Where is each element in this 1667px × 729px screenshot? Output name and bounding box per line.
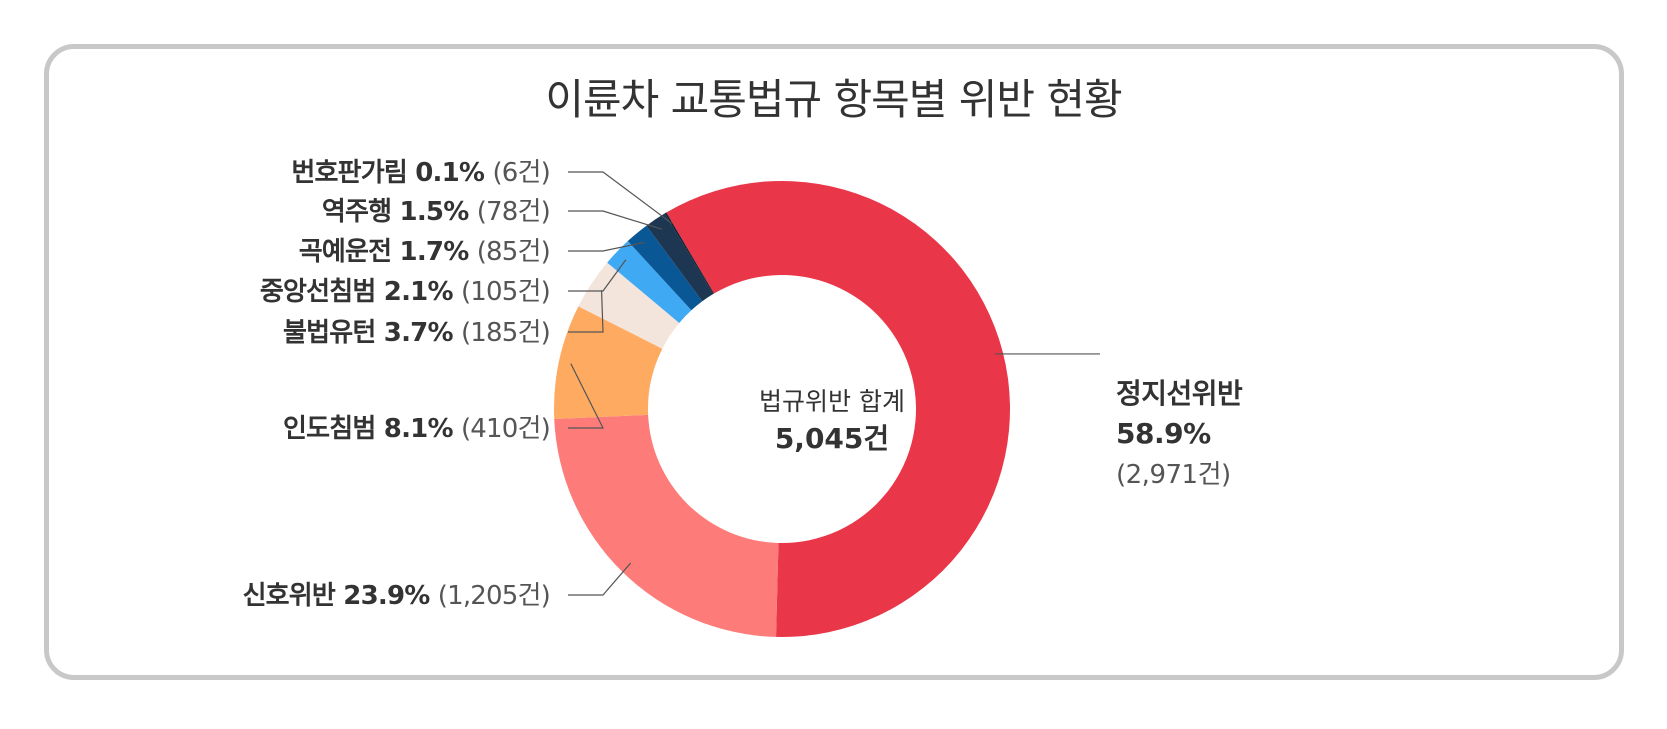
slice-4-name-text: 불법유턴 <box>283 318 384 348</box>
slice-8-leader <box>568 171 673 224</box>
slice-4-leader <box>568 290 604 333</box>
slice-1-label: 정지선위반 58.9% (2,971건) <box>1116 377 1244 490</box>
center-label: 법규위반 합계 <box>759 387 905 416</box>
slice-2-label: 신호위반 23.9% (1,205건) <box>243 581 550 611</box>
slice-3-pct-text: 8.1% <box>384 414 461 444</box>
slice-6-wedge <box>627 225 703 311</box>
slice-2-leader <box>568 562 632 596</box>
slice-1-pct-text: 58.9% <box>1116 417 1211 450</box>
slice-4-count-text: (185건) <box>461 318 550 348</box>
slice-8-count-text: (6건) <box>492 158 550 188</box>
slice-3-leader <box>568 363 604 429</box>
slice-8-label: 번호판가림 0.1% (6건) <box>291 158 550 188</box>
slice-8-wedge <box>664 212 714 295</box>
slice-3-count-text: (410건) <box>461 414 550 444</box>
slice-6-pct-text: 1.7% <box>400 237 477 267</box>
slice-5-leader <box>568 259 627 292</box>
slice-2-pct-text: 23.9% <box>343 581 437 611</box>
slice-6-count-text: (85건) <box>477 237 550 267</box>
slice-5-wedge <box>607 241 692 323</box>
slice-7-leader <box>568 210 663 230</box>
slice-5-label: 중앙선침범 2.1% (105건) <box>260 277 550 307</box>
slice-2-wedge <box>554 414 779 637</box>
slice-2-count-text: (1,205건) <box>438 581 550 611</box>
labels-layer: 정지선위반 58.9% (2,971건) 번호판가림 0.1% (6건) 역주행 1.5… <box>243 158 1244 611</box>
slice-3-wedge <box>554 306 663 419</box>
slice-3-name-text: 인도침범 <box>283 414 384 444</box>
slice-2-name-text: 신호위반 <box>243 581 344 611</box>
slice-7-name-text: 역주행 <box>322 197 400 227</box>
slice-1-count-text: (2,971건) <box>1116 460 1231 490</box>
slice-6-name-text: 곡예운전 <box>299 237 400 267</box>
slice-5-count-text: (105건) <box>461 277 550 307</box>
slice-7-wedge <box>646 213 714 302</box>
slice-5-name-text: 중앙선침범 <box>260 277 384 307</box>
slice-7-count-text: (78건) <box>477 197 550 227</box>
slice-1-wedge <box>666 181 1010 637</box>
slice-8-pct-text: 0.1% <box>415 158 492 188</box>
slice-7-label: 역주행 1.5% (78건) <box>322 197 550 227</box>
slice-4-label: 불법유턴 3.7% (185건) <box>283 318 550 348</box>
slice-6-leader <box>568 241 645 252</box>
slice-7-pct-text: 1.5% <box>400 197 477 227</box>
center-value: 5,045건 <box>775 422 889 455</box>
slice-3-label: 인도침범 8.1% (410건) <box>283 414 550 444</box>
leader-lines-layer <box>568 171 1100 596</box>
slice-1-name-text: 정지선위반 <box>1116 377 1243 410</box>
slice-8-name-text: 번호판가림 <box>291 158 415 188</box>
slice-4-pct-text: 3.7% <box>384 318 461 348</box>
slices-layer <box>554 181 1010 637</box>
slice-6-label: 곡예운전 1.7% (85건) <box>299 237 550 267</box>
slice-5-pct-text: 2.1% <box>384 277 461 307</box>
chart-title: 이륜차 교통법규 항목별 위반 현황 <box>545 75 1122 124</box>
slice-4-wedge <box>578 262 680 349</box>
